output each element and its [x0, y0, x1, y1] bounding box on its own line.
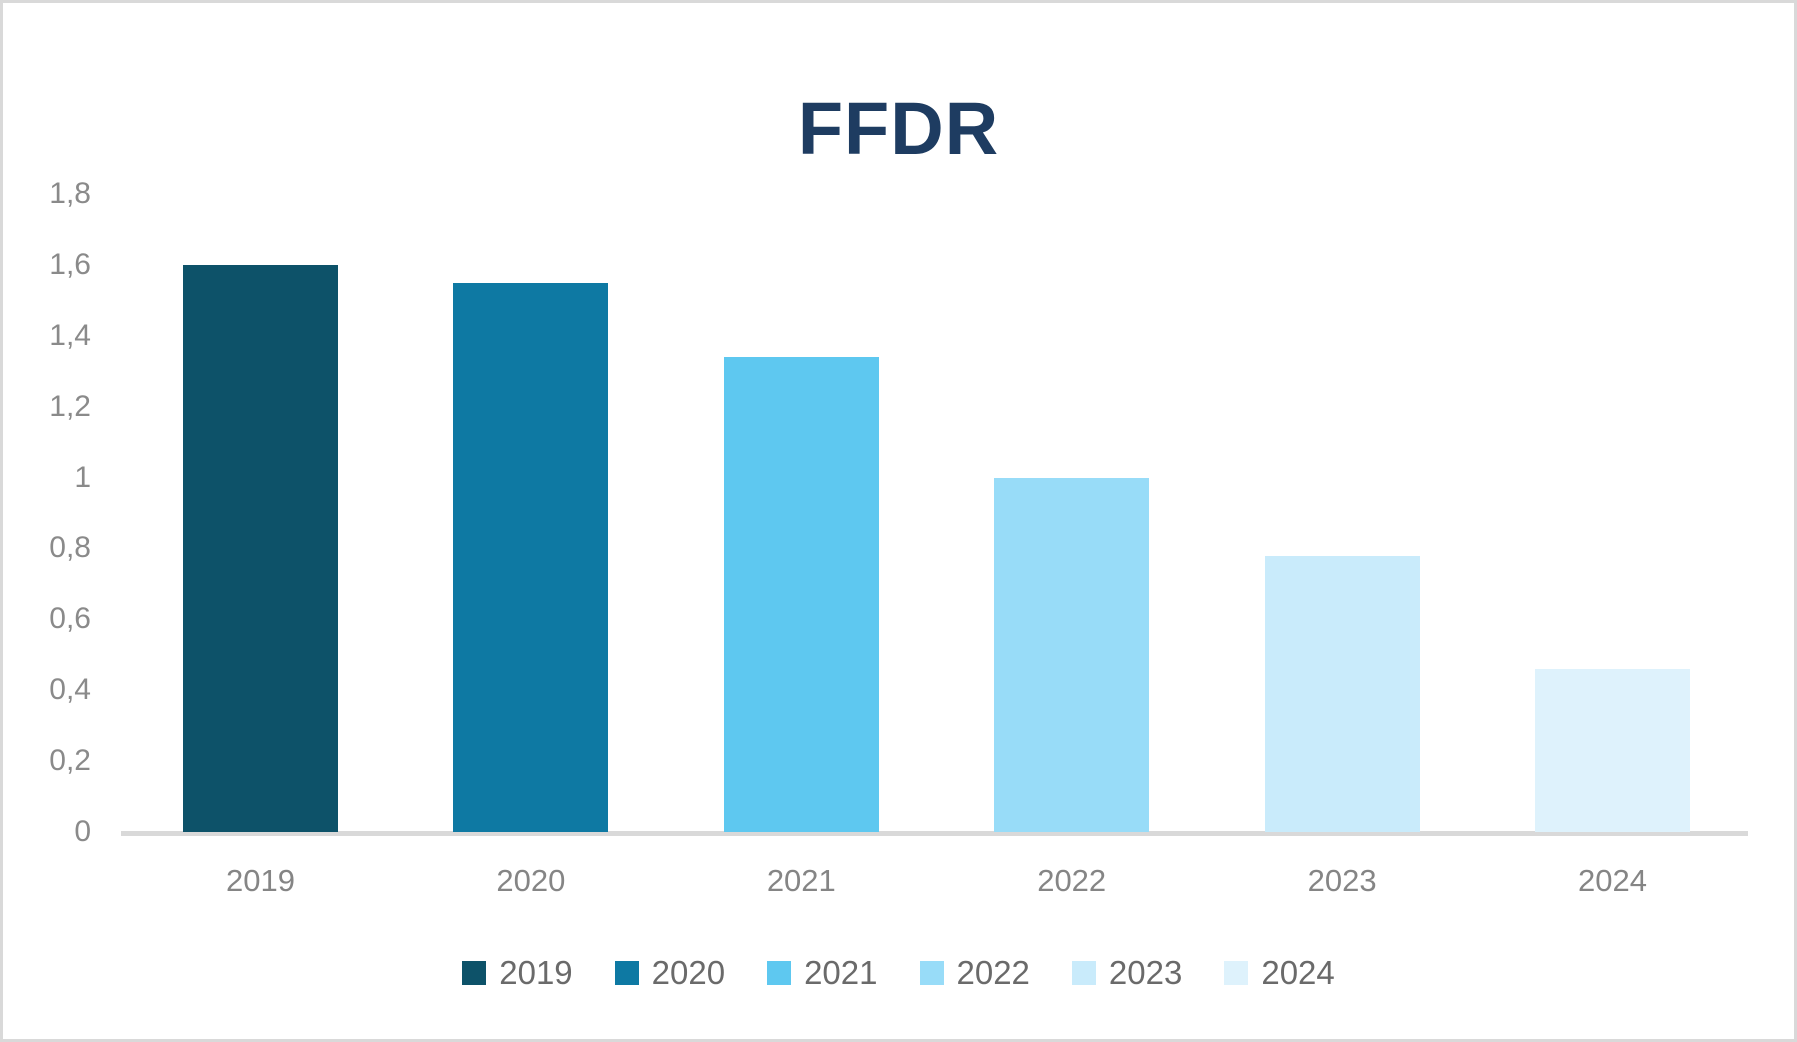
- bar-2023: [1264, 555, 1420, 832]
- legend-item: 2019: [462, 953, 573, 993]
- legend-swatch-2023: [1071, 961, 1096, 985]
- y-tick-label: 1,2: [49, 389, 91, 423]
- x-axis-line: [121, 831, 1748, 836]
- x-axis-label: 2023: [1307, 863, 1377, 898]
- legend-label: 2021: [804, 954, 878, 991]
- x-axis-label: 2019: [226, 863, 295, 898]
- x-axis-label: 2020: [496, 863, 566, 898]
- legend-label: 2022: [956, 954, 1030, 991]
- y-tick-label: 0,4: [49, 673, 91, 707]
- legend-item: 2022: [919, 953, 1030, 993]
- x-axis-label: 2022: [1037, 863, 1107, 898]
- y-tick-label: 1,8: [49, 177, 91, 211]
- y-tick-label: 0,8: [49, 531, 91, 565]
- legend-label: 2020: [651, 954, 726, 991]
- legend-label: 2024: [1261, 954, 1335, 991]
- y-tick-label: 1,6: [49, 247, 91, 281]
- y-tick-label: 0,6: [49, 602, 91, 636]
- legend-swatch-2024: [1224, 961, 1249, 985]
- bar-2020: [453, 282, 609, 832]
- plot-area: 1,8 1,6 1,4 1,2 1 0,8 0,6 0,4 0,2 0 2019 2020 2021 2…: [3, 3, 1794, 1039]
- legend: 2019 2020 2021 2022 2023 2024: [3, 953, 1794, 993]
- x-axis-label: 2021: [766, 863, 836, 898]
- y-tick-label: 1,4: [49, 318, 91, 352]
- y-tick-label: 1: [74, 460, 91, 494]
- legend-item: 2024: [1224, 953, 1335, 993]
- legend-swatch-2019: [462, 961, 487, 985]
- bar-2019: [183, 264, 338, 832]
- legend-item: 2020: [614, 953, 726, 993]
- legend-label: 2019: [499, 954, 573, 991]
- legend-swatch-2022: [919, 961, 944, 985]
- bar-2022: [994, 477, 1150, 832]
- x-axis-label: 2024: [1578, 863, 1647, 898]
- legend-swatch-2020: [614, 961, 639, 985]
- legend-label: 2023: [1108, 954, 1183, 991]
- bar-2024: [1535, 668, 1690, 832]
- y-tick-label: 0,2: [49, 744, 91, 778]
- legend-item: 2023: [1071, 953, 1183, 993]
- legend-item: 2021: [767, 953, 878, 993]
- chart-title: FFDR: [797, 86, 1000, 170]
- legend-swatch-2021: [767, 961, 792, 985]
- bar-2021: [723, 357, 879, 832]
- y-tick-label: 0: [74, 815, 91, 848]
